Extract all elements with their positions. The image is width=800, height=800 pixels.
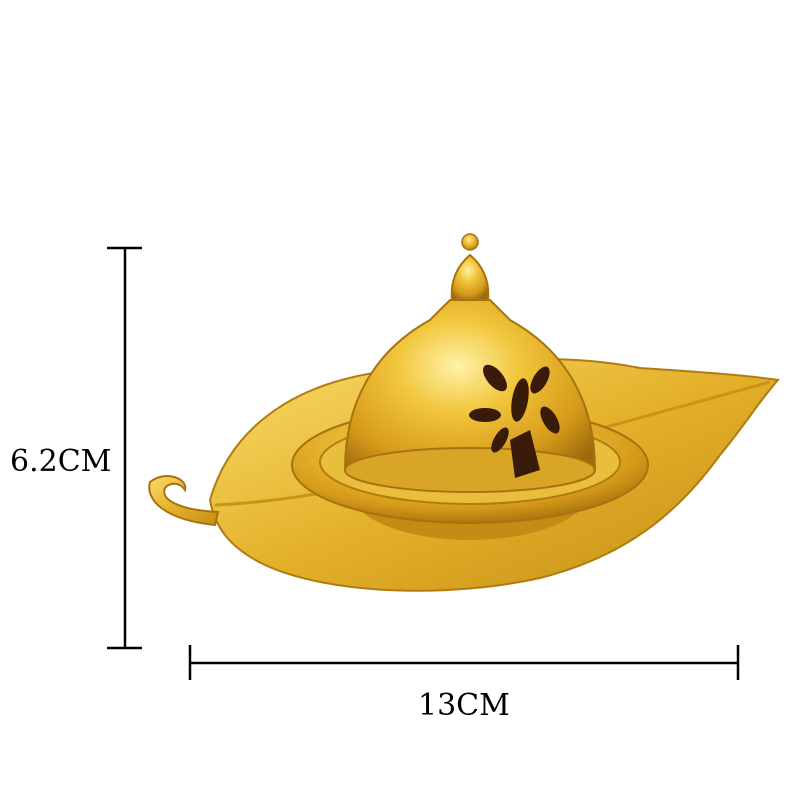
finial [450, 253, 490, 301]
leaf-stem [148, 475, 220, 527]
width-label: 13CM [418, 688, 510, 723]
width-dimension-line [188, 645, 740, 680]
flower-cutout [469, 364, 560, 478]
height-dimension-line [107, 246, 142, 650]
height-label: 6.2CM [10, 444, 112, 479]
dome-lid [343, 233, 597, 493]
